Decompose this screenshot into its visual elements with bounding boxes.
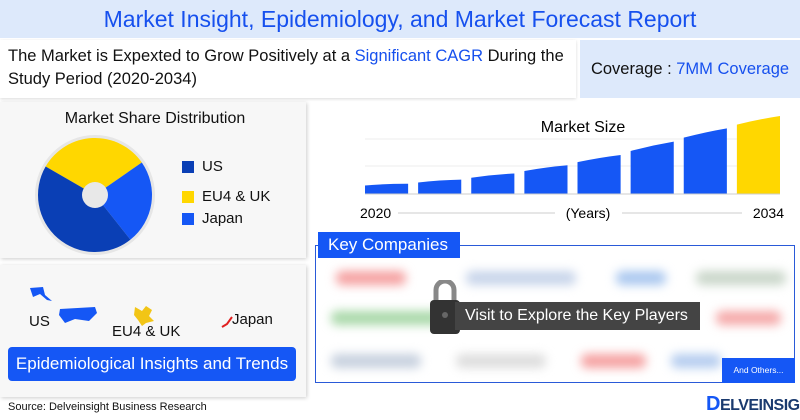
- market-size-bar: [630, 141, 674, 194]
- market-size-bar: [418, 179, 462, 194]
- market-size-bar: [683, 128, 727, 194]
- source-note: Source: Delveinsight Business Research: [8, 401, 207, 413]
- region-us: US: [29, 313, 50, 330]
- region-japan: Japan: [232, 311, 273, 328]
- headline-post: During the Study Period (2020-2034): [8, 47, 564, 88]
- headline: The Market is Expexted to Grow Positivel…: [0, 40, 576, 98]
- market-size-bar: [577, 155, 621, 194]
- region-eu4-uk: EU4 & UK: [112, 323, 181, 340]
- legend-label: Japan: [202, 210, 243, 227]
- pie-chart: [35, 135, 155, 255]
- donut-hole: [82, 182, 108, 208]
- coverage-label: Coverage :: [590, 60, 677, 78]
- lock-icon: [430, 280, 460, 334]
- x-start-label: 2020: [360, 205, 391, 221]
- market-share-panel: Market Share Distribution US EU4 & UK Ja…: [0, 102, 306, 258]
- x-axis-label: (Years): [566, 205, 611, 221]
- pie-slice-eu4-uk: [45, 138, 142, 195]
- x-end-label: 2034: [753, 205, 784, 221]
- report-title: Market Insight, Epidemiology, and Market…: [0, 0, 800, 38]
- coverage-box: Coverage : 7MM Coverage: [580, 40, 800, 98]
- headline-pre: The Market is Expexted to Grow Positivel…: [8, 47, 355, 65]
- us-map-icon: [30, 287, 97, 323]
- chart-title: Market Size: [541, 119, 626, 136]
- epidemiological-insights-button[interactable]: Epidemiological Insights and Trends: [8, 347, 296, 381]
- legend-eu4-uk: EU4 & UK: [182, 188, 270, 205]
- market-size-bar: [736, 116, 780, 194]
- market-size-bar: [524, 165, 568, 194]
- legend-swatch: [182, 212, 194, 225]
- japan-map-icon: [221, 316, 233, 328]
- coverage-value: 7MM Coverage: [676, 60, 790, 78]
- legend-us: US: [182, 158, 223, 175]
- delveinsight-logo: DELVEINSIGHT: [706, 393, 800, 415]
- explore-key-players-button[interactable]: Visit to Explore the Key Players: [455, 302, 700, 330]
- legend-japan: Japan: [182, 210, 243, 227]
- headline-highlight: Significant CAGR: [354, 47, 484, 65]
- and-others-label: And Others...: [722, 358, 795, 383]
- market-size-chart: Market Size 2020 (Years) 2034: [360, 116, 784, 221]
- market-size-bar: [471, 173, 515, 194]
- market-share-title: Market Share Distribution: [64, 110, 246, 127]
- epidemiology-panel: US EU4 & UK Japan Epidemiological Insigh…: [0, 265, 306, 397]
- legend-label: US: [202, 158, 223, 175]
- europe-map-icon: [134, 306, 154, 326]
- pie-slice-japan: [95, 162, 152, 240]
- legend-label: EU4 & UK: [202, 188, 271, 205]
- legend-swatch: [182, 190, 194, 203]
- pie-slice-us: [37, 166, 131, 252]
- key-companies-title: Key Companies: [318, 232, 460, 258]
- market-size-bar: [365, 183, 409, 194]
- legend-swatch: [182, 160, 194, 173]
